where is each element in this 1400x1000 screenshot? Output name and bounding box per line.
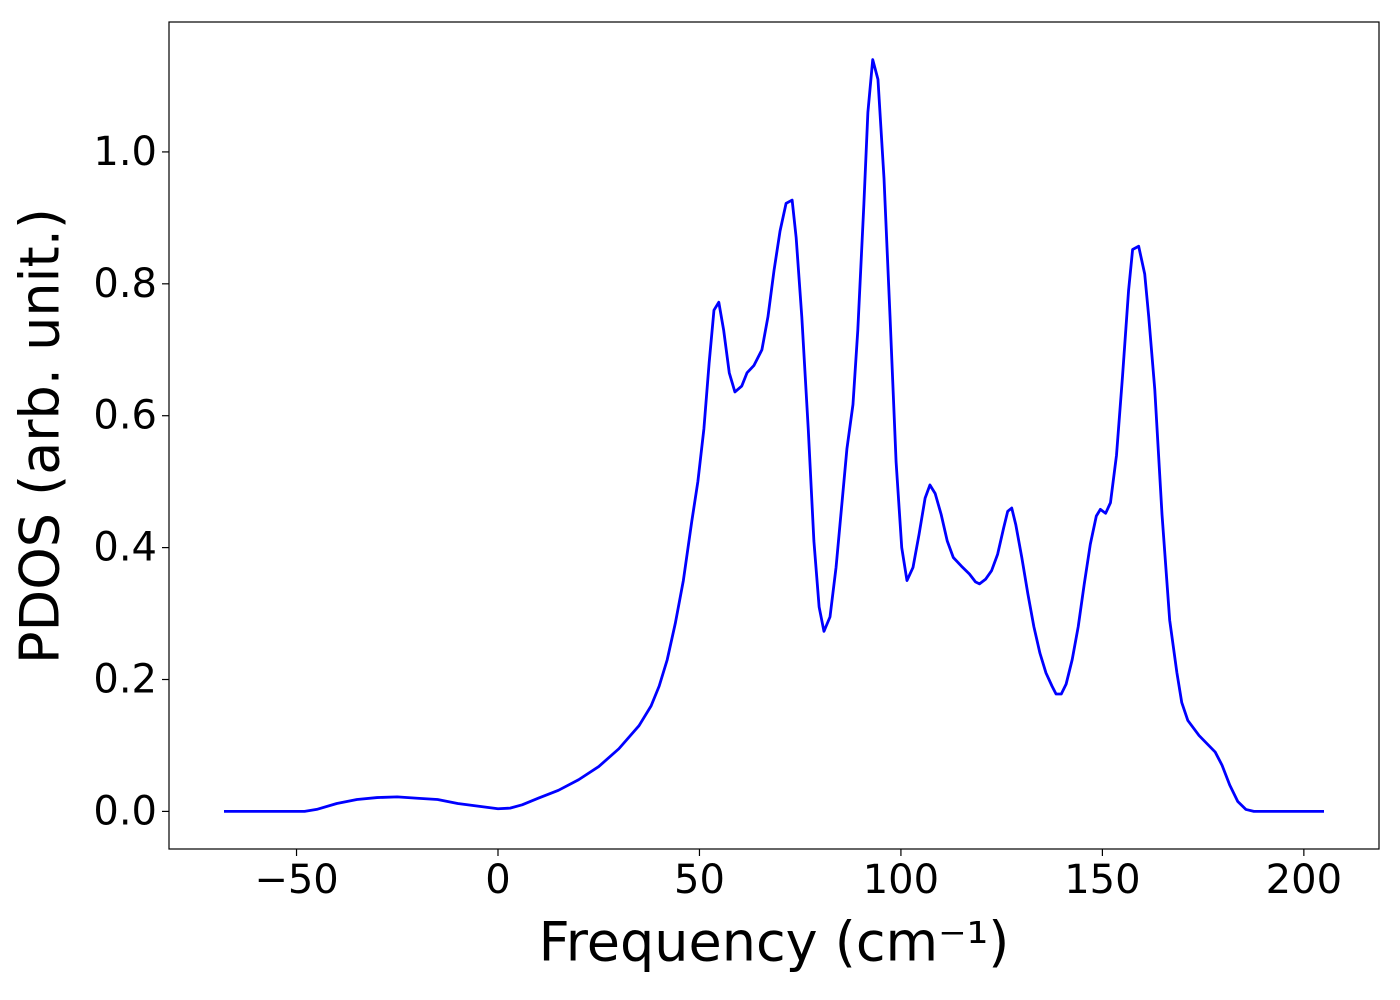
x-tick-label: 150	[1064, 857, 1140, 903]
x-tick-label: 0	[485, 857, 510, 903]
data-line	[224, 58, 1324, 813]
x-tick-label: 50	[674, 857, 725, 903]
y-tick-label: 0.4	[93, 525, 157, 571]
x-tick-label: −50	[254, 857, 338, 903]
y-axis-label: PDOS (arb. unit.)	[9, 208, 72, 664]
y-tick-label: 0.8	[93, 261, 157, 307]
x-tick-label: 200	[1266, 857, 1342, 903]
x-axis-label: Frequency (cm⁻¹)	[539, 911, 1010, 974]
y-tick-label: 0.2	[93, 657, 157, 703]
y-tick-label: 1.0	[93, 129, 157, 175]
x-tick-label: 100	[863, 857, 939, 903]
y-tick-label: 0.6	[93, 393, 157, 439]
plot-frame	[168, 21, 1380, 850]
y-tick-label: 0.0	[93, 788, 157, 834]
